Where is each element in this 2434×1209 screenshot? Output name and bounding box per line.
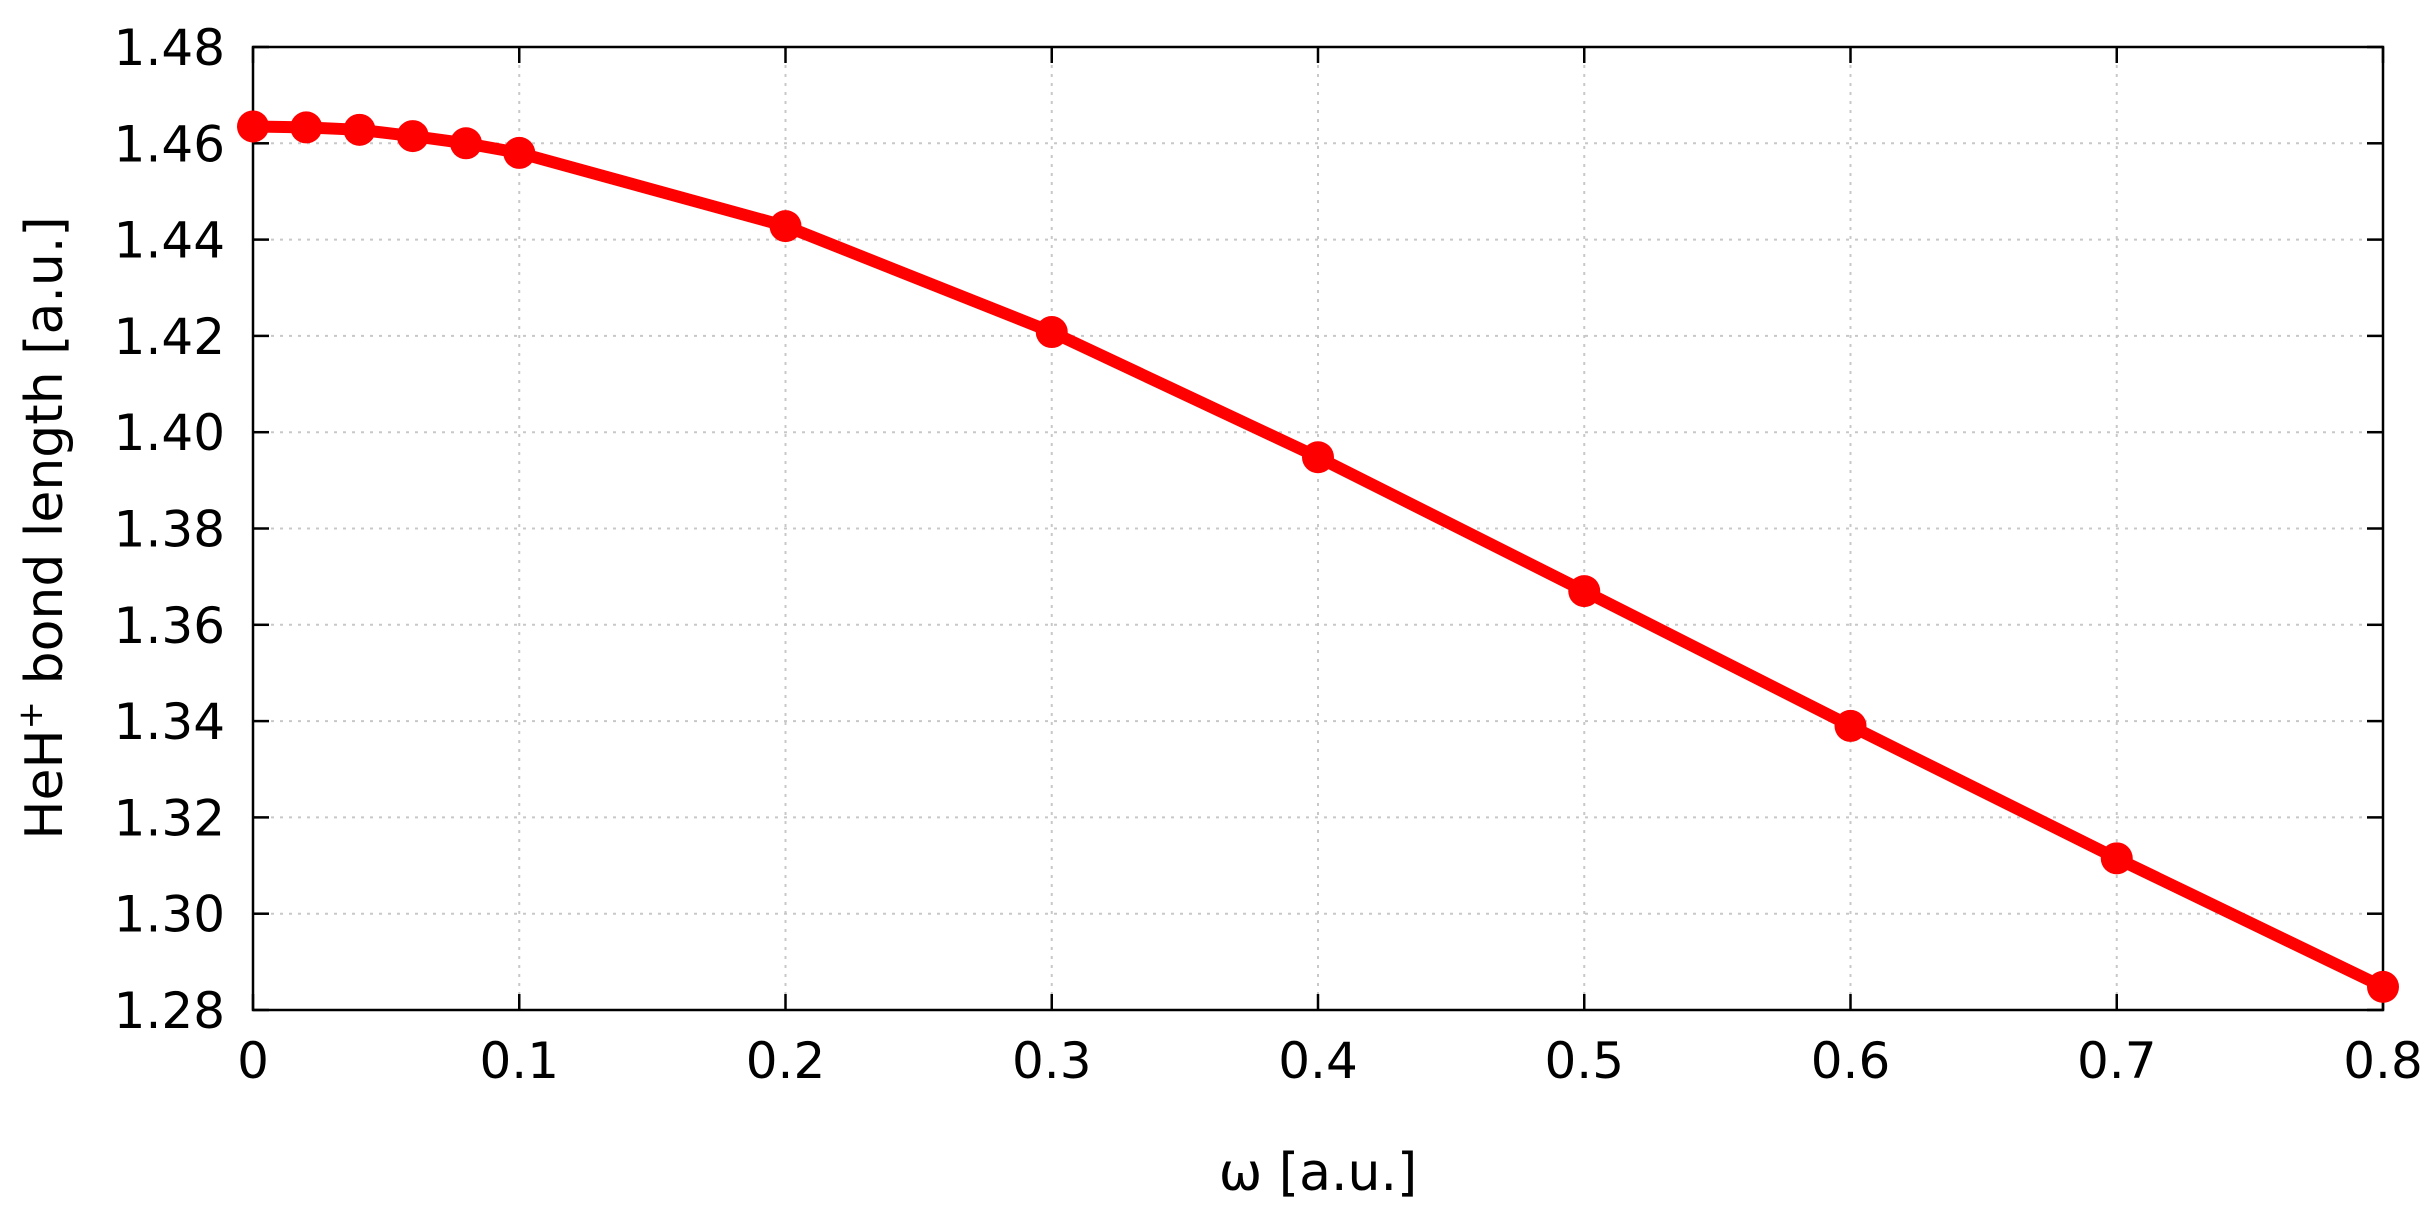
data-point xyxy=(343,113,376,146)
data-point xyxy=(1035,316,1068,349)
x-tick-label: 0.3 xyxy=(1012,1032,1092,1090)
y-tick-label: 1.38 xyxy=(114,501,225,559)
y-axis-label-rest: bond length [a.u.] xyxy=(15,216,75,701)
x-tick-label: 0.6 xyxy=(1811,1032,1891,1090)
data-point xyxy=(396,120,429,153)
data-point xyxy=(2367,970,2399,1003)
y-axis-label: HeH+ bond length [a.u.] xyxy=(11,216,75,839)
data-point xyxy=(237,110,269,143)
y-tick-label: 1.34 xyxy=(114,693,225,751)
data-point xyxy=(1568,575,1601,608)
x-tick-label: 0 xyxy=(237,1032,269,1090)
x-tick-label: 0.5 xyxy=(1544,1032,1624,1090)
data-point xyxy=(503,136,536,169)
y-tick-label: 1.30 xyxy=(114,886,225,944)
x-tick-labels: 0 0.1 0.2 0.3 0.4 0.5 0.6 0.7 0.8 xyxy=(237,1032,2423,1090)
y-tick-label: 1.28 xyxy=(114,982,225,1040)
data-point xyxy=(1834,709,1867,742)
x-tick-label: 0.2 xyxy=(746,1032,826,1090)
data-point xyxy=(290,111,323,144)
x-tick-label: 0.1 xyxy=(479,1032,559,1090)
grid-lines xyxy=(253,47,2383,1010)
y-axis-label-main: HeH xyxy=(15,729,75,839)
y-tick-label: 1.48 xyxy=(114,19,225,77)
plot-frame xyxy=(251,45,2385,1012)
y-tick-label: 1.36 xyxy=(114,597,225,655)
y-axis-label-superscript: + xyxy=(11,701,51,730)
series-group xyxy=(237,110,2399,1003)
y-tick-label: 1.46 xyxy=(114,115,225,173)
data-point xyxy=(2100,842,2133,875)
data-point xyxy=(450,127,482,160)
data-point xyxy=(769,210,802,243)
y-tick-label: 1.40 xyxy=(114,404,225,462)
y-tick-label: 1.32 xyxy=(114,789,225,847)
y-tick-label: 1.44 xyxy=(114,212,225,270)
x-tick-label: 0.4 xyxy=(1278,1032,1358,1090)
x-tick-label: 0.7 xyxy=(2077,1032,2157,1090)
y-tick-labels: 1.28 1.30 1.32 1.34 1.36 1.38 1.40 1.42 1.44 1.46… xyxy=(114,19,225,1040)
y-tick-label: 1.42 xyxy=(114,308,225,366)
x-axis-label: ω [a.u.] xyxy=(1219,1143,1418,1203)
data-point xyxy=(1302,441,1334,474)
x-tick-label: 0.8 xyxy=(2343,1032,2423,1090)
